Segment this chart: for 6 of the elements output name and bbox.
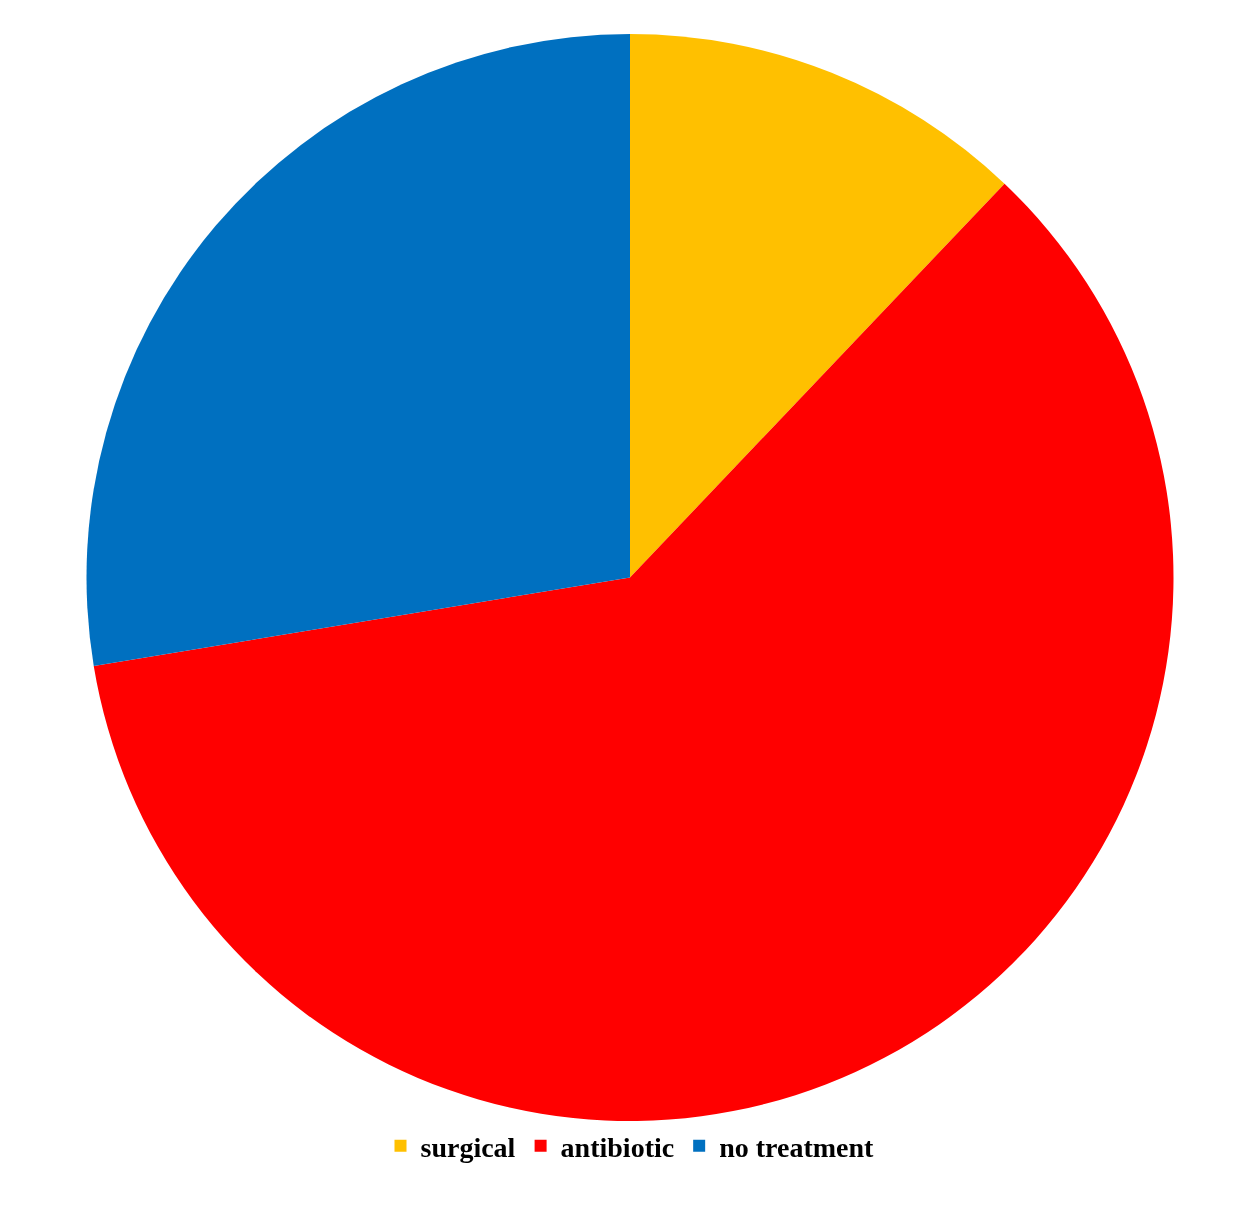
pie-slice bbox=[93, 183, 1173, 1121]
legend-label: surgical bbox=[420, 1131, 516, 1163]
pie-slice bbox=[86, 34, 630, 666]
pie-slice bbox=[630, 34, 1005, 578]
legend-label: no treatment bbox=[719, 1131, 875, 1163]
legend-label: antibiotic bbox=[560, 1131, 675, 1163]
